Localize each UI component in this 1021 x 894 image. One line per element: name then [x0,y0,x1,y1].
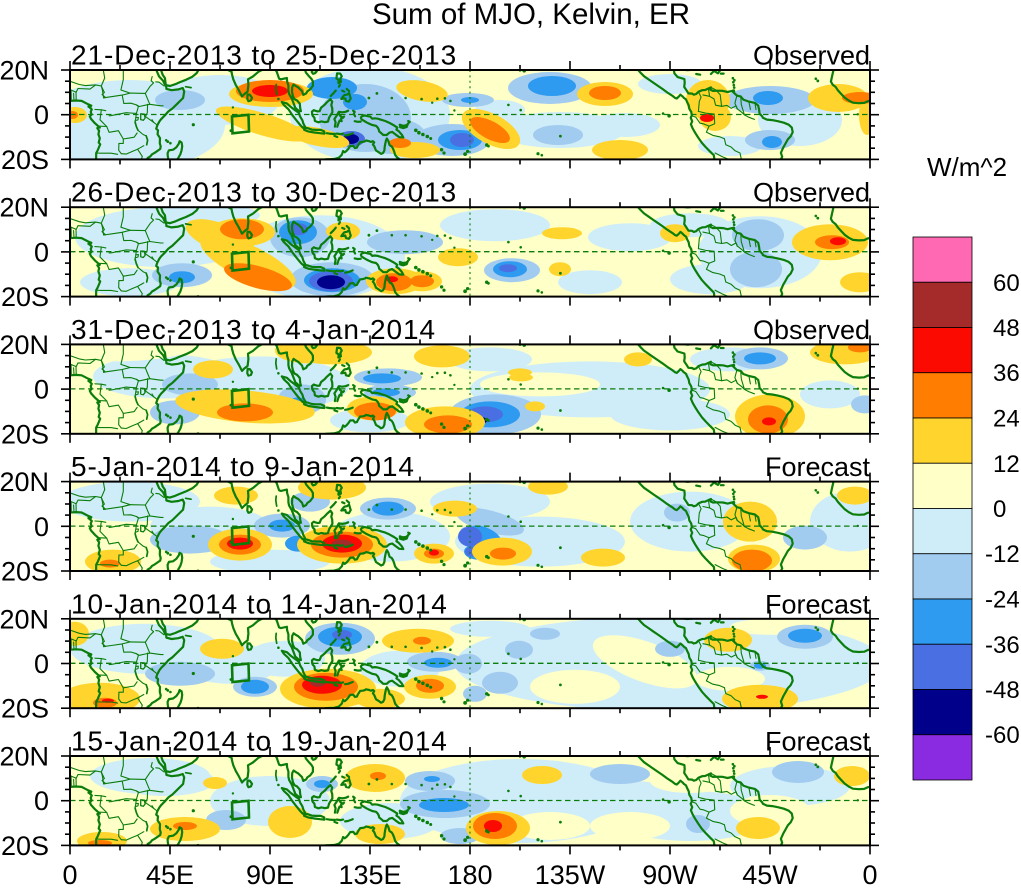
svg-text:-36: -36 [985,632,1020,659]
svg-text:Forecast: Forecast [765,589,871,619]
svg-text:-24: -24 [985,587,1020,614]
svg-text:0: 0 [34,649,49,679]
svg-text:0: 0 [993,496,1006,523]
svg-text:-12: -12 [985,541,1020,568]
svg-text:15-Jan-2014 to 19-Jan-2014: 15-Jan-2014 to 19-Jan-2014 [71,726,448,757]
svg-text:0: 0 [34,512,49,542]
svg-text:20S: 20S [1,282,49,312]
svg-text:48: 48 [993,315,1020,342]
svg-text:10-Jan-2014 to 14-Jan-2014: 10-Jan-2014 to 14-Jan-2014 [71,588,448,619]
svg-text:180: 180 [447,860,492,889]
svg-text:0: 0 [862,860,877,889]
svg-text:20S: 20S [1,557,49,587]
svg-text:12: 12 [993,451,1020,478]
svg-text:90W: 90W [642,860,698,889]
svg-text:20N: 20N [0,330,49,360]
svg-text:26-Dec-2013 to 30-Dec-2013: 26-Dec-2013 to 30-Dec-2013 [71,177,457,208]
svg-text:0: 0 [34,100,49,130]
svg-text:0: 0 [34,375,49,405]
svg-text:20S: 20S [1,145,49,175]
svg-text:5-Jan-2014 to 9-Jan-2014: 5-Jan-2014 to 9-Jan-2014 [71,451,415,482]
svg-text:45E: 45E [146,860,194,889]
svg-text:135W: 135W [535,860,606,889]
svg-text:0: 0 [62,860,77,889]
svg-text:20S: 20S [1,419,49,449]
svg-text:Forecast: Forecast [765,452,871,482]
svg-text:-48: -48 [985,677,1020,704]
svg-text:0: 0 [34,786,49,816]
svg-text:20S: 20S [1,831,49,861]
svg-text:60: 60 [993,270,1020,297]
svg-text:90E: 90E [246,860,294,889]
svg-text:Observed: Observed [753,41,870,71]
svg-text:135E: 135E [338,860,401,889]
svg-text:45W: 45W [742,860,798,889]
svg-text:21-Dec-2013 to 25-Dec-2013: 21-Dec-2013 to 25-Dec-2013 [71,40,457,71]
svg-text:Forecast: Forecast [765,727,871,757]
svg-text:-60: -60 [985,722,1020,749]
svg-text:20N: 20N [0,193,49,223]
svg-text:31-Dec-2013 to 4-Jan-2014: 31-Dec-2013 to 4-Jan-2014 [71,314,436,345]
svg-text:W/m^2: W/m^2 [927,152,1007,182]
svg-text:20N: 20N [0,742,49,772]
svg-text:Sum of MJO, Kelvin, ER: Sum of MJO, Kelvin, ER [372,0,690,31]
svg-text:20S: 20S [1,694,49,724]
svg-text:20N: 20N [0,56,49,86]
svg-text:20N: 20N [0,467,49,497]
svg-text:24: 24 [993,406,1020,433]
svg-text:20N: 20N [0,604,49,634]
svg-text:Observed: Observed [753,178,870,208]
svg-text:36: 36 [993,360,1020,387]
svg-text:0: 0 [34,237,49,267]
svg-text:Observed: Observed [753,315,870,345]
